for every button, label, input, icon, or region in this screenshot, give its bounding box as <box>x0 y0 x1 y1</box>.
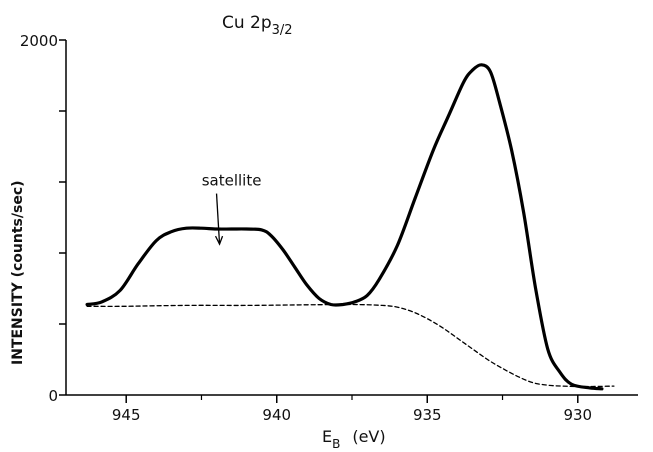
satellite-label: satellite <box>202 172 262 190</box>
plot-marks <box>85 63 615 391</box>
x-axis-label: EB (eV) <box>322 427 386 451</box>
x-axis-label-subscript: B <box>332 437 340 451</box>
satellite-arrow <box>215 193 221 245</box>
x-axis-label-unit: (eV) <box>352 427 385 446</box>
axes: 945 940 935 930 0 2000 <box>20 32 638 424</box>
y-tick-label: 2000 <box>20 32 58 50</box>
annotations: satellite <box>202 172 262 246</box>
background-line <box>86 303 615 388</box>
y-axis-label-text: INTENSITY (counts/sec) <box>10 180 26 365</box>
spectrum-line <box>85 63 604 391</box>
chart-title: Cu 2p3/2 <box>222 13 293 38</box>
chart-title-text: Cu 2p <box>222 13 272 33</box>
x-tick-label: 930 <box>563 406 592 424</box>
x-axis-label-text: E <box>322 427 332 446</box>
x-tick-label: 945 <box>112 406 141 424</box>
x-tick-label: 935 <box>413 406 442 424</box>
svg-text:Cu 2p3/2: Cu 2p3/2 <box>222 13 293 38</box>
y-axis-label: INTENSITY (counts/sec) <box>10 180 26 365</box>
satellite-arrowhead <box>214 235 224 246</box>
y-tick-label: 0 <box>48 387 58 405</box>
x-tick-label: 940 <box>262 406 291 424</box>
chart-title-subscript: 3/2 <box>272 23 293 38</box>
svg-text:EB(eV): EB (eV) <box>322 427 386 451</box>
